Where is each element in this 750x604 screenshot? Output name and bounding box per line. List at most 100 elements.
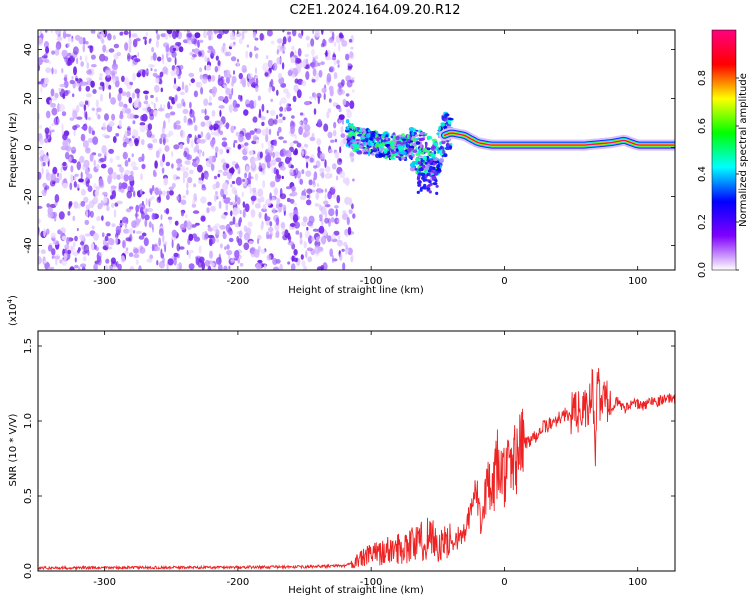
y-tick-label: 40 <box>23 43 34 56</box>
spectrogram-signal-trace <box>345 111 675 195</box>
noise-blob <box>292 30 297 37</box>
noise-blob <box>144 219 148 228</box>
noise-blob <box>235 194 239 200</box>
noise-blob <box>137 136 141 141</box>
noise-blob <box>155 150 160 159</box>
signal-blob <box>361 134 365 138</box>
noise-blob <box>220 188 225 198</box>
noise-blob <box>307 256 313 263</box>
noise-blob <box>204 259 210 267</box>
noise-blob <box>223 84 228 90</box>
spectrogram-x-ticks: -300 -200 -100 0 100 <box>93 30 647 287</box>
noise-blob <box>299 33 303 39</box>
noise-blob <box>61 111 67 117</box>
noise-blob <box>186 154 192 161</box>
noise-blob <box>43 260 47 264</box>
noise-blob <box>155 96 159 103</box>
noise-blob <box>320 265 325 270</box>
noise-blob <box>189 101 192 109</box>
noise-blob <box>233 142 236 148</box>
noise-blob <box>324 173 332 179</box>
noise-blob <box>40 86 43 93</box>
noise-blob <box>62 139 68 148</box>
signal-blob <box>373 138 376 143</box>
noise-blob <box>164 33 169 40</box>
noise-blob <box>167 101 171 110</box>
signal-blob <box>448 121 452 125</box>
noise-blob <box>85 54 88 63</box>
noise-blob <box>248 100 255 109</box>
noise-blob <box>180 210 185 217</box>
noise-blob <box>171 182 176 189</box>
noise-blob <box>243 242 250 251</box>
noise-blob <box>107 174 113 180</box>
noise-blob <box>167 258 174 266</box>
noise-blob <box>230 183 233 188</box>
noise-blob <box>269 233 272 240</box>
noise-blob <box>233 70 235 75</box>
signal-blob <box>355 126 358 131</box>
noise-blob <box>201 186 207 191</box>
noise-blob <box>111 202 115 209</box>
noise-blob <box>304 155 310 159</box>
signal-blob <box>422 135 426 139</box>
noise-blob <box>86 62 90 69</box>
noise-blob <box>176 264 180 270</box>
noise-blob <box>341 118 345 125</box>
noise-blob <box>64 244 70 249</box>
noise-blob <box>225 87 231 96</box>
noise-blob <box>45 185 50 190</box>
noise-blob <box>252 187 257 193</box>
noise-blob <box>219 109 222 117</box>
noise-blob <box>345 53 350 61</box>
noise-blob <box>282 36 287 45</box>
noise-blob <box>219 130 223 136</box>
noise-blob <box>150 188 153 196</box>
noise-blob <box>79 155 85 163</box>
noise-blob <box>225 51 232 57</box>
noise-blob <box>207 227 214 232</box>
noise-blob <box>100 31 105 39</box>
noise-blob <box>151 223 154 231</box>
colorbar-label: Normalized spectral amplitude <box>738 73 749 227</box>
noise-blob <box>244 132 251 138</box>
noise-blob <box>342 98 347 106</box>
noise-blob <box>200 49 205 58</box>
noise-blob <box>176 195 180 201</box>
noise-blob <box>301 221 307 227</box>
noise-blob <box>282 30 285 33</box>
noise-blob <box>247 221 253 227</box>
noise-blob <box>237 238 243 247</box>
noise-blob <box>106 205 110 212</box>
noise-blob <box>204 115 210 121</box>
noise-blob <box>195 257 200 266</box>
noise-blob <box>259 33 264 41</box>
noise-blob <box>338 43 341 52</box>
noise-blob <box>96 216 101 222</box>
noise-blob <box>112 264 117 270</box>
noise-blob <box>121 239 127 249</box>
noise-blob <box>163 120 166 129</box>
noise-blob <box>207 45 214 51</box>
noise-blob <box>161 54 164 60</box>
noise-blob <box>78 178 84 183</box>
noise-blob <box>51 50 56 55</box>
noise-blob <box>124 159 129 167</box>
signal-blob <box>441 154 444 158</box>
noise-blob <box>64 90 69 97</box>
noise-blob <box>294 49 297 57</box>
noise-blob <box>329 248 334 257</box>
noise-blob <box>216 239 220 243</box>
noise-blob <box>86 69 92 75</box>
noise-blob <box>200 215 206 222</box>
noise-blob <box>327 131 333 139</box>
signal-blob <box>426 187 430 191</box>
snr-y-ticks: 0.0 0.5 1.0 1.5 <box>23 338 675 579</box>
noise-blob <box>317 118 322 128</box>
noise-blob <box>181 81 185 91</box>
noise-blob <box>269 181 276 188</box>
signal-blob <box>390 154 395 158</box>
noise-blob <box>179 143 183 150</box>
noise-blob <box>326 49 331 58</box>
colorbar-tick-label: 0.2 <box>697 214 708 230</box>
